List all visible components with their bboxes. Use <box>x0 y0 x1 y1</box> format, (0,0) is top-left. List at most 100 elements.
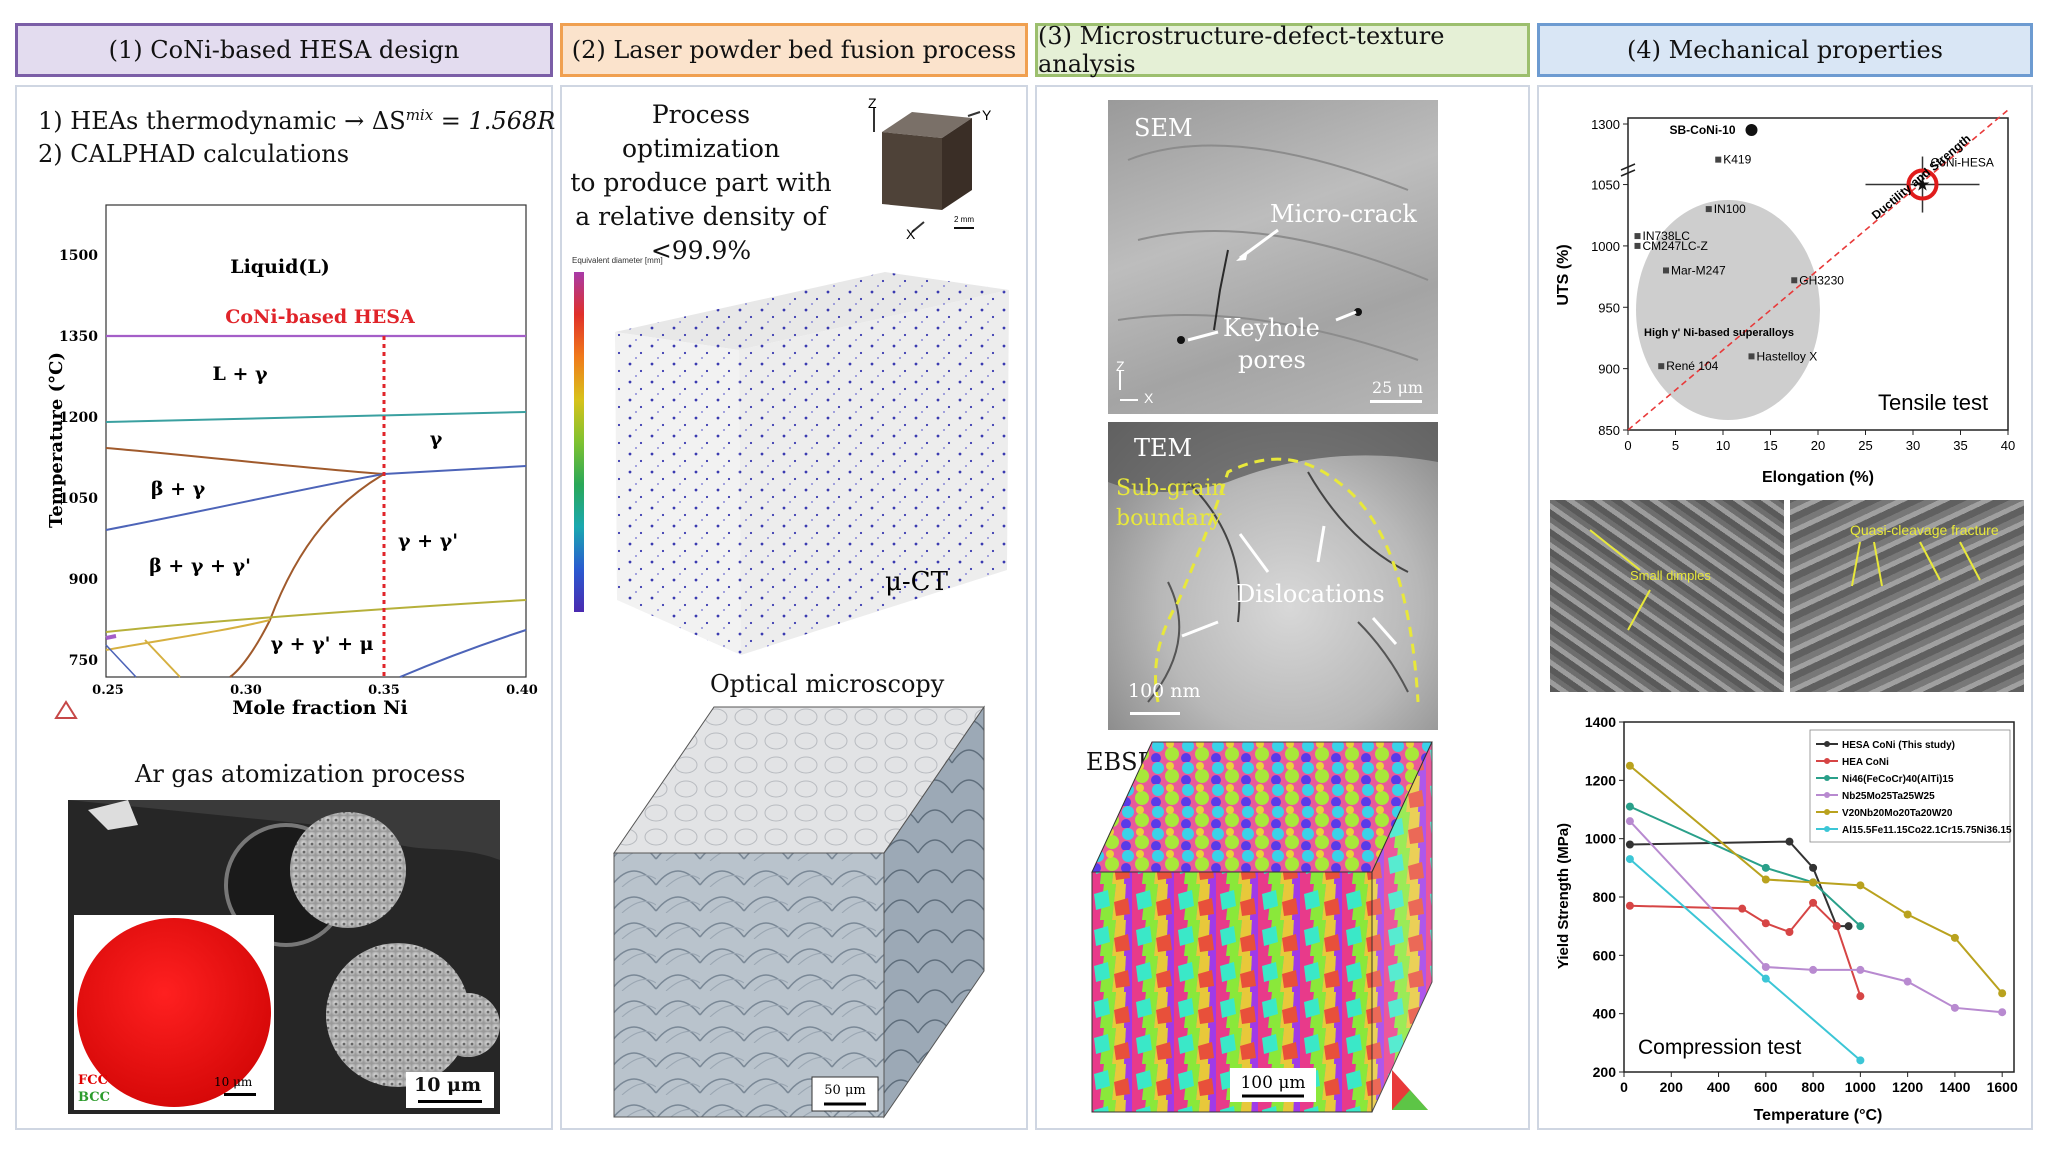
ytick-1200: 1200 <box>59 410 98 426</box>
thermo-text: 1) HEAs thermodynamic → ΔS <box>38 107 406 135</box>
sem-image: Z X SEM Micro-crack Keyhole pores 25 μm <box>1108 100 1438 414</box>
phase-xlabel: Mole fraction Ni <box>232 697 407 719</box>
legend-label: Al15.5Fe11.15Co22.1Cr15.75Ni36.15 <box>1842 825 2012 836</box>
xtick-030: 0.30 <box>230 683 262 698</box>
series-point <box>1761 919 1770 928</box>
header-microstructure: (3) Microstructure-defect-texture analys… <box>1035 22 1530 78</box>
optical-cube: 50 μm <box>613 705 985 1119</box>
point-marker <box>1634 233 1641 240</box>
series-point <box>1844 922 1853 931</box>
keyhole-label: Keyhole <box>1223 314 1320 342</box>
tem-image: TEM Sub-grain boundary Dislocations 100 … <box>1108 422 1438 730</box>
axis-z-label: Z <box>868 98 877 111</box>
ytick-1350: 1350 <box>59 329 98 345</box>
subgrain-boundary-line <box>1154 457 1420 703</box>
series-point <box>1761 863 1770 872</box>
point-sb-coni-10 <box>1745 124 1758 136</box>
calphad-line: 2) CALPHAD calculations <box>38 140 350 168</box>
series-point <box>1809 898 1818 907</box>
point-label: SB-CoNi-10 <box>1669 123 1735 137</box>
tensile-chart: 0 5 10 15 20 25 30 35 40 850 900 950 1000 1050 1300 SB… <box>1555 109 2015 486</box>
optical-scale-label: 50 μm <box>824 1083 865 1098</box>
main-scale-box: 10 μm <box>406 1072 494 1108</box>
inset-scale-bar <box>224 1093 256 1096</box>
sem-axis-x: X <box>1144 390 1154 406</box>
tensile-xtick: 35 <box>1953 438 1967 453</box>
tensile-xtick: 30 <box>1906 438 1920 453</box>
series-point <box>1998 1008 2007 1017</box>
label-l-gamma: L + γ <box>212 363 268 385</box>
series-point <box>1625 802 1634 811</box>
compression-xtick: 400 <box>1707 1079 1731 1095</box>
compression-xtick: 0 <box>1620 1079 1628 1095</box>
compression-ylabel: Yield Strength (MPa) <box>1555 823 1572 969</box>
compression-xtick: 200 <box>1660 1079 1684 1095</box>
sem-label: SEM <box>1134 114 1193 142</box>
tensile-ytick: 1000 <box>1591 239 1620 254</box>
series-point <box>1625 855 1634 864</box>
header-hesa-design: (1) CoNi-based HESA design <box>15 23 553 77</box>
compression-xtick: 1400 <box>1939 1079 1970 1095</box>
label-liquid: Liquid(L) <box>230 256 330 278</box>
compression-ytick: 1200 <box>1585 772 1616 788</box>
micro-crack-line <box>1213 249 1229 331</box>
series-point <box>1856 965 1865 974</box>
point-coni-hesa <box>1906 168 1939 201</box>
fcc-label: FCC <box>78 1073 108 1088</box>
label-beta-gamma-gp: β + γ + γ' <box>149 555 251 577</box>
phase-diagram: 1500 1350 1200 1050 900 750 0.25 0.30 0.… <box>46 204 538 719</box>
label-hesa: CoNi-based HESA <box>225 306 415 328</box>
series-point <box>1625 817 1634 826</box>
point-label: CoNi-HESA <box>1931 156 1994 170</box>
process-line-4: <99.9% <box>650 236 752 265</box>
process-line-2: to produce part with <box>570 168 832 197</box>
compression-title: Compression test <box>1638 1036 1802 1059</box>
compression-ytick: 1400 <box>1585 714 1616 730</box>
main-scale-bar <box>418 1100 482 1103</box>
ytick-750: 750 <box>69 653 98 669</box>
header-label: (3) Microstructure-defect-texture analys… <box>1038 22 1445 78</box>
small-dimples-label: Small dimples <box>1630 568 1711 583</box>
thermo-value: = 1.568R <box>433 107 556 135</box>
series-point <box>1856 992 1865 1001</box>
point-label: René 104 <box>1666 359 1718 373</box>
label-gamma-gp: γ + γ' <box>398 530 458 552</box>
tensile-ytick: 950 <box>1598 300 1620 315</box>
bcc-label: BCC <box>78 1090 110 1105</box>
legend-label: HEA CoNi <box>1842 757 1889 768</box>
point-marker <box>1658 363 1665 370</box>
label-gamma-gp-mu: γ + γ' + μ <box>270 633 373 655</box>
boundary-label: boundary <box>1116 506 1222 531</box>
tensile-xtick: 5 <box>1672 438 1679 453</box>
point-label: Mar-M247 <box>1671 263 1726 277</box>
compression-xtick: 600 <box>1754 1079 1778 1095</box>
superalloy-region <box>1636 200 1820 420</box>
process-line-3: a relative density of <box>575 202 827 231</box>
optical-title: Optical microscopy <box>710 670 945 698</box>
series-point <box>1625 901 1634 910</box>
compression-ytick: 1000 <box>1585 831 1616 847</box>
series-point <box>1809 965 1818 974</box>
point-marker <box>1715 156 1722 163</box>
ebsd-scale-label: 100 μm <box>1240 1073 1305 1093</box>
tensile-ytick: 900 <box>1598 362 1620 377</box>
legend-box <box>1809 729 2011 843</box>
series-point <box>1903 977 1912 986</box>
micro-ct-volume: μ-CT <box>615 272 1009 655</box>
series-point <box>1832 922 1841 931</box>
series-line <box>1629 805 1862 927</box>
series-point <box>1761 963 1770 971</box>
compression-chart: 0 200 400 600 800 1000 1200 1400 160020040060080… <box>1555 714 2018 1124</box>
point-label: CM247LC-Z <box>1643 239 1708 253</box>
tensile-xtick: 15 <box>1763 438 1777 453</box>
compression-xlabel: Temperature (°C) <box>1754 1107 1883 1124</box>
atomization-sem-image: FCC BCC 10 μm 10 μm <box>68 800 500 1114</box>
xtick-040: 0.40 <box>506 683 538 698</box>
dislocations-label: Dislocations <box>1236 580 1385 608</box>
cube-scale-label: 2 mm <box>954 215 974 224</box>
series-point <box>1809 863 1818 872</box>
point-label: Hastelloy X <box>1757 349 1818 363</box>
phase-ylabel: Temperature (°C) <box>46 352 67 528</box>
tensile-xtick: 0 <box>1624 438 1631 453</box>
tensile-ytick: 1300 <box>1591 117 1620 132</box>
